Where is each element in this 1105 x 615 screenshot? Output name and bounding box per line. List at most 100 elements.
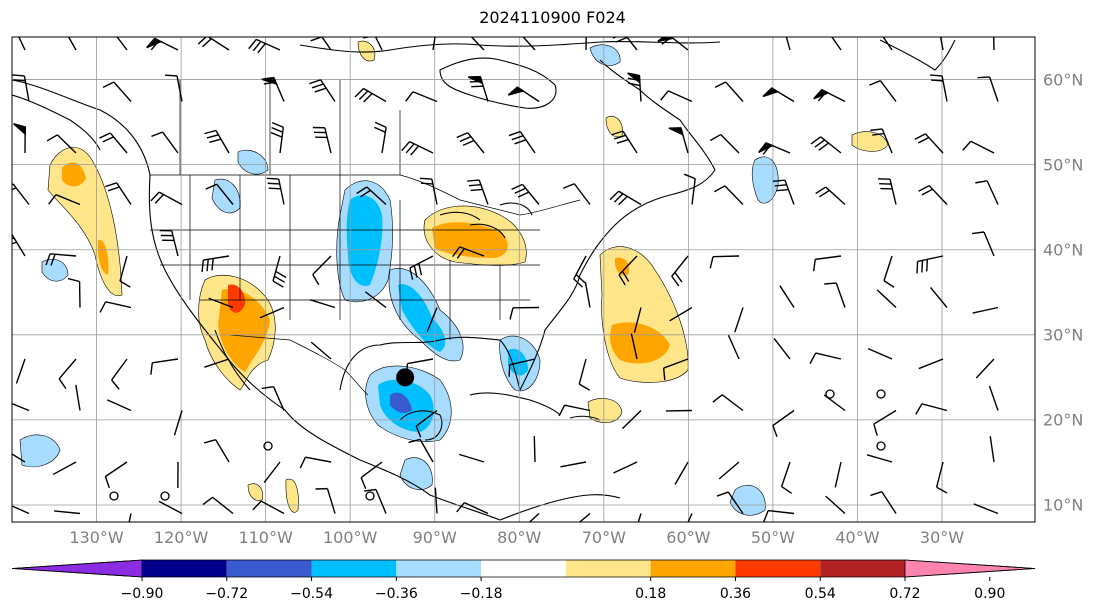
barb-feather [575, 21, 587, 24]
barb-feather [936, 486, 948, 494]
wind-barb [405, 91, 438, 103]
latitude-label: 40°N [1043, 240, 1084, 260]
wind-barb [119, 255, 131, 288]
barb-staff [975, 358, 995, 379]
barb-staff [834, 461, 842, 488]
barb-feather [660, 90, 669, 101]
barb-feather [12, 183, 14, 186]
wind-barb [434, 487, 438, 514]
barb-staff [637, 513, 642, 522]
barb-feather [456, 248, 465, 259]
colorbar-segment [735, 560, 821, 577]
latitude-label: 60°N [1043, 70, 1084, 90]
wind-barb [613, 461, 638, 474]
barb-feather [781, 486, 792, 494]
shaded-field [19, 40, 889, 516]
wind-barb [272, 255, 287, 288]
barb-feather [374, 121, 387, 128]
anomaly-patch-canada-blue2 [237, 149, 269, 175]
wind-barb [972, 231, 995, 257]
anomaly-patch-atlantic-core2 [614, 257, 630, 276]
anomaly-patch-atlantic-core [610, 322, 670, 364]
wind-barb [467, 179, 489, 205]
wind-barb [104, 461, 128, 489]
wind-barb [584, 281, 591, 308]
map-frame [11, 36, 1036, 523]
wind-barb [674, 461, 689, 485]
calm-circle [160, 491, 170, 501]
wind-barb [714, 185, 744, 205]
barb-feather [815, 186, 827, 195]
barb-feather [575, 273, 586, 284]
barb-feather [206, 259, 209, 272]
anomaly-patch-florida-core [508, 348, 528, 376]
wind-barb [734, 307, 744, 333]
barb-staff [173, 410, 183, 436]
barb-staff [613, 461, 638, 474]
barb-staff [873, 409, 897, 425]
wind-barb [54, 510, 81, 515]
barb-feather [616, 138, 629, 144]
barb-feather [869, 37, 870, 38]
wind-barb [259, 306, 285, 319]
wind-barb [918, 184, 948, 205]
wind-barb [12, 74, 30, 102]
barb-staff [630, 333, 638, 360]
barb-feather [266, 177, 279, 180]
barb-staff [58, 358, 77, 380]
border-us-canada [150, 174, 581, 216]
wind-barb [202, 496, 234, 515]
barb-feather [314, 87, 327, 93]
barb-feather [415, 425, 422, 438]
barb-feather [982, 31, 994, 34]
barb-feather [46, 134, 58, 142]
wind-barb [99, 301, 132, 313]
barb-feather [914, 133, 926, 140]
wind-barb [772, 179, 795, 205]
barb-feather [418, 263, 423, 276]
wind-barb [48, 194, 81, 206]
colorbar-tick-label: 0.90 [974, 586, 1006, 602]
barb-feather [459, 135, 472, 143]
barb-staff [691, 178, 696, 205]
colorbar-tick-label: −0.90 [120, 586, 164, 602]
barb-feather [409, 267, 414, 280]
wind-barb [415, 409, 438, 438]
barb-feather [312, 274, 320, 286]
longitude-label: 50°W [750, 528, 795, 547]
barb-feather [211, 258, 214, 271]
barb-feather [514, 187, 526, 194]
barb-staff [364, 291, 387, 309]
state-lines-1 [189, 175, 501, 340]
graticule [12, 37, 1035, 522]
longitude-label: 60°W [666, 528, 711, 547]
wind-barb [618, 255, 638, 286]
barb-feather [420, 182, 433, 185]
barb-staff [208, 297, 234, 309]
barb-staff [988, 385, 999, 411]
barb-feather [508, 130, 521, 137]
colorbar-segment [396, 560, 482, 577]
wind-barb [714, 81, 744, 102]
wind-barb [266, 177, 285, 205]
barb-pennant [13, 123, 26, 136]
wind-barb [511, 183, 540, 205]
barb-feather [468, 184, 481, 187]
longitude-label: 80°W [497, 528, 542, 547]
wind-barb [165, 74, 183, 102]
wind-barb [374, 121, 387, 154]
barb-feather [615, 37, 628, 43]
calm-circle [876, 389, 886, 399]
barb-feather [104, 476, 110, 489]
barb-staff [509, 358, 536, 366]
barb-feather [150, 362, 153, 375]
barb-feather [452, 246, 461, 258]
wind-barb [558, 404, 591, 417]
barb-feather [509, 307, 514, 320]
barb-staff [584, 281, 591, 308]
barb-staff [326, 488, 336, 514]
colorbar-tick-label: 0.72 [889, 586, 921, 602]
wind-barb [105, 182, 132, 205]
storm-center-marker [396, 368, 415, 387]
